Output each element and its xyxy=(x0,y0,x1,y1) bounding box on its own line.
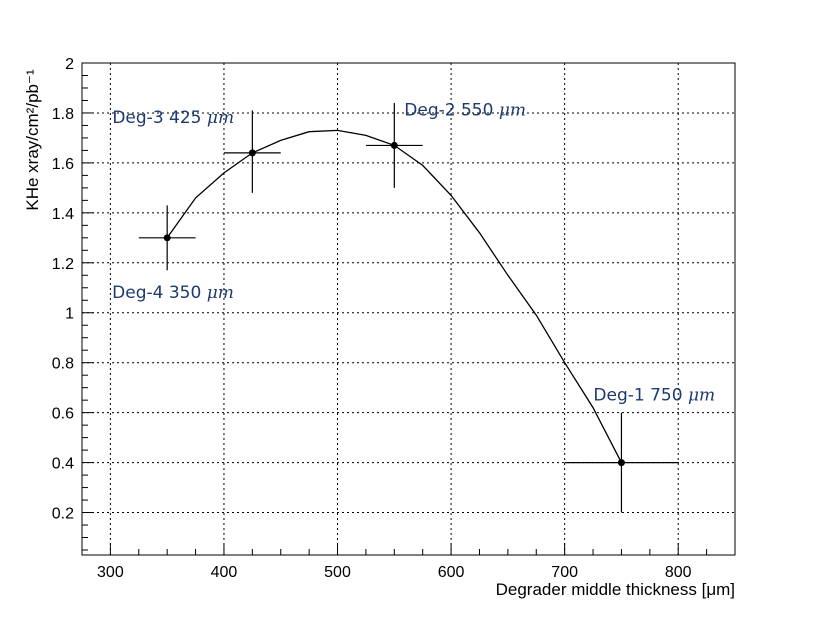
annotation-unit: μm xyxy=(207,283,234,303)
data-point xyxy=(163,234,171,242)
y-tick-label: 1.6 xyxy=(52,156,74,173)
y-tick-label: 1.2 xyxy=(52,256,74,273)
grid xyxy=(82,63,735,555)
annotation-unit: μm xyxy=(688,386,715,406)
annotation-label: Deg-1 750 xyxy=(593,386,688,406)
point-annotation: Deg-3 425 μm xyxy=(112,108,234,128)
annotation-unit: μm xyxy=(207,108,234,128)
x-tick-label: 800 xyxy=(665,564,692,581)
annotation-label: Deg-2 550 xyxy=(404,100,499,120)
point-annotation: Deg-2 550 μm xyxy=(404,100,526,120)
axes xyxy=(81,62,736,556)
y-tick-label: 1 xyxy=(65,306,74,323)
data-point xyxy=(390,141,398,149)
data-point xyxy=(248,149,256,157)
annotation-unit: μm xyxy=(499,100,526,120)
y-tick-label: 1.4 xyxy=(52,206,74,223)
annotation-label: Deg-3 425 xyxy=(112,108,207,128)
tick-labels: 300 400 500 600 700 800 0.2 0.4 0.6 0.8 1 1.2 1.4 1.6… xyxy=(52,56,692,581)
y-tick-label: 0.8 xyxy=(52,356,74,373)
y-tick-label: 0.4 xyxy=(52,456,74,473)
plot-frame xyxy=(81,62,736,556)
x-tick-label: 600 xyxy=(438,564,465,581)
y-axis-title: KHe xray/cm²/pb⁻¹ xyxy=(23,69,42,211)
point-annotation: Deg-1 750 μm xyxy=(593,386,715,406)
y-tick-label: 1.8 xyxy=(52,106,74,123)
y-tick-label: 0.2 xyxy=(52,506,74,523)
annotation-label: Deg-4 350 xyxy=(112,283,207,303)
x-tick-label: 700 xyxy=(551,564,578,581)
point-annotation: Deg-4 350 μm xyxy=(112,283,234,303)
x-axis-title: Degrader middle thickness [μm] xyxy=(496,580,735,599)
data-points xyxy=(163,141,625,467)
x-tick-label: 300 xyxy=(97,564,124,581)
x-tick-label: 400 xyxy=(211,564,238,581)
y-tick-label: 2 xyxy=(65,56,74,73)
data-point xyxy=(617,459,625,467)
error-bars xyxy=(138,102,679,513)
y-tick-label: 0.6 xyxy=(52,406,74,423)
x-tick-label: 500 xyxy=(324,564,351,581)
